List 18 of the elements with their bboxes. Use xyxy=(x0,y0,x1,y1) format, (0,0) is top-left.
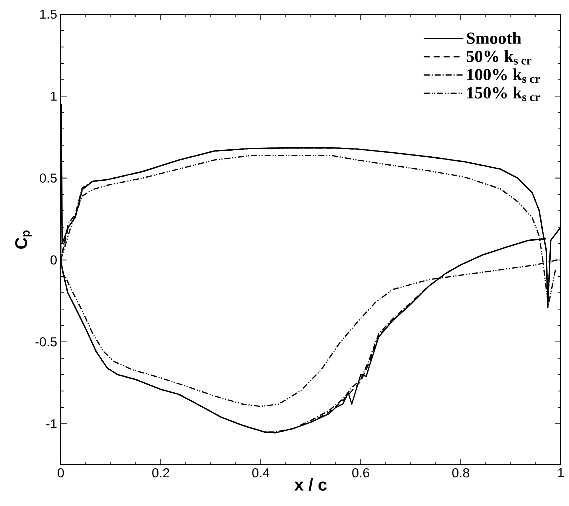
legend-label: $\text{150\% k}_{\text{s cr}}$ xyxy=(468,86,540,102)
y-tick-label: 0.5 xyxy=(40,174,57,183)
x-tick-label: 1 xyxy=(558,468,564,478)
legend-label: $\text{Smooth}$ xyxy=(467,32,522,44)
y-tick-label: -0.5 xyxy=(36,338,57,347)
x-axis-title: x / c xyxy=(294,478,327,492)
x-tick-label: 0.8 xyxy=(452,468,470,478)
y-tick-label: -1 xyxy=(46,420,57,428)
legend-label: $\text{100\% k}_{\text{s cr}}$ xyxy=(468,68,540,84)
y-tick-label: 0 xyxy=(50,256,57,265)
x-tick-label: 0.2 xyxy=(152,468,170,478)
x-tick-label: 0.4 xyxy=(252,468,270,478)
legend-label: $\text{50\% k}_{\text{s cr}}$ xyxy=(466,50,532,65)
x-tick-label: 0 xyxy=(58,468,64,478)
x-tick-label: 0.6 xyxy=(352,468,370,478)
y-tick-label: 1.5 xyxy=(40,10,57,19)
y-axis-title: C$_{p}$ xyxy=(15,230,32,250)
y-tick-label: 1 xyxy=(51,92,57,101)
